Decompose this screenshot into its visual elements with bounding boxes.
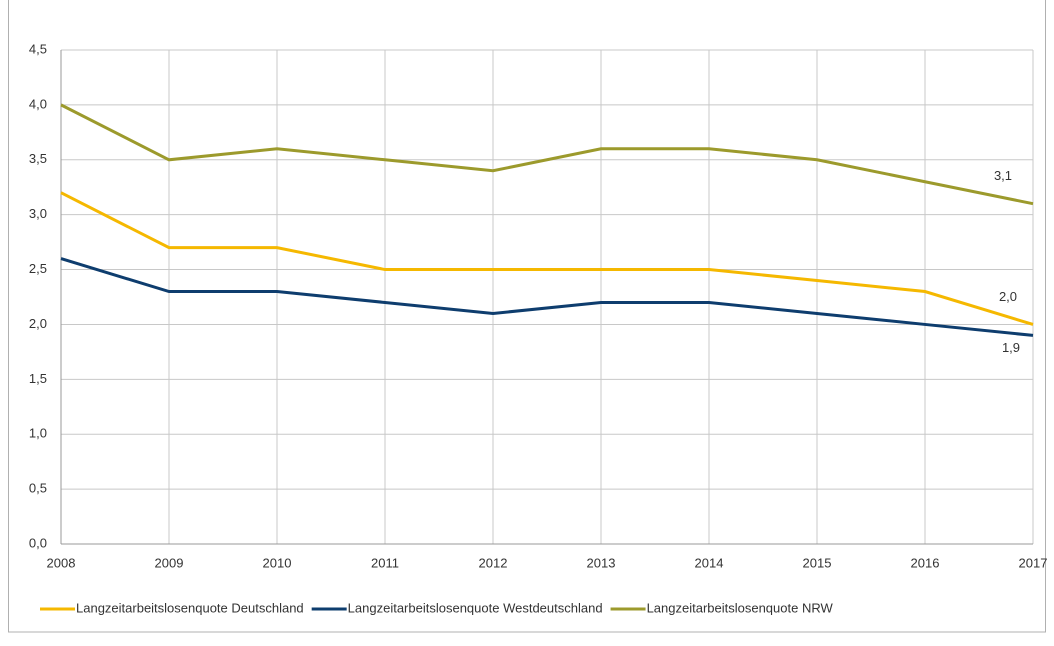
legend-label: Langzeitarbeitslosenquote Deutschland [76,600,304,615]
x-tick-label: 2016 [911,555,940,570]
chart-frame [8,0,1046,633]
y-tick-label: 3,5 [29,151,47,166]
data-label: 3,1 [994,168,1012,183]
x-tick-label: 2014 [695,555,724,570]
series-line [60,191,1034,326]
y-tick-label: 2,0 [29,316,47,331]
x-tick-label: 2008 [47,555,76,570]
x-tick-label: 2012 [479,555,508,570]
x-tick-label: 2011 [371,555,399,570]
y-tick-label: 2,5 [29,261,47,276]
x-tick-label: 2017 [1019,555,1048,570]
legend-label: Langzeitarbeitslosenquote Westdeutschlan… [348,600,603,615]
y-tick-label: 1,0 [29,426,47,441]
series-line [60,103,1034,206]
data-label: 1,9 [1002,340,1020,355]
legend-label: Langzeitarbeitslosenquote NRW [647,600,834,615]
y-tick-label: 4,5 [29,41,47,56]
y-tick-label: 4,0 [29,96,47,111]
y-tick-label: 3,0 [29,206,47,221]
data-label: 2,0 [999,289,1017,304]
y-tick-label: 0,0 [29,535,47,550]
x-tick-label: 2015 [803,555,832,570]
x-tick-label: 2009 [155,555,184,570]
y-tick-label: 1,5 [29,371,47,386]
y-tick-label: 0,5 [29,481,47,496]
x-tick-label: 2010 [263,555,292,570]
series-line [60,257,1034,337]
x-tick-label: 2013 [587,555,616,570]
